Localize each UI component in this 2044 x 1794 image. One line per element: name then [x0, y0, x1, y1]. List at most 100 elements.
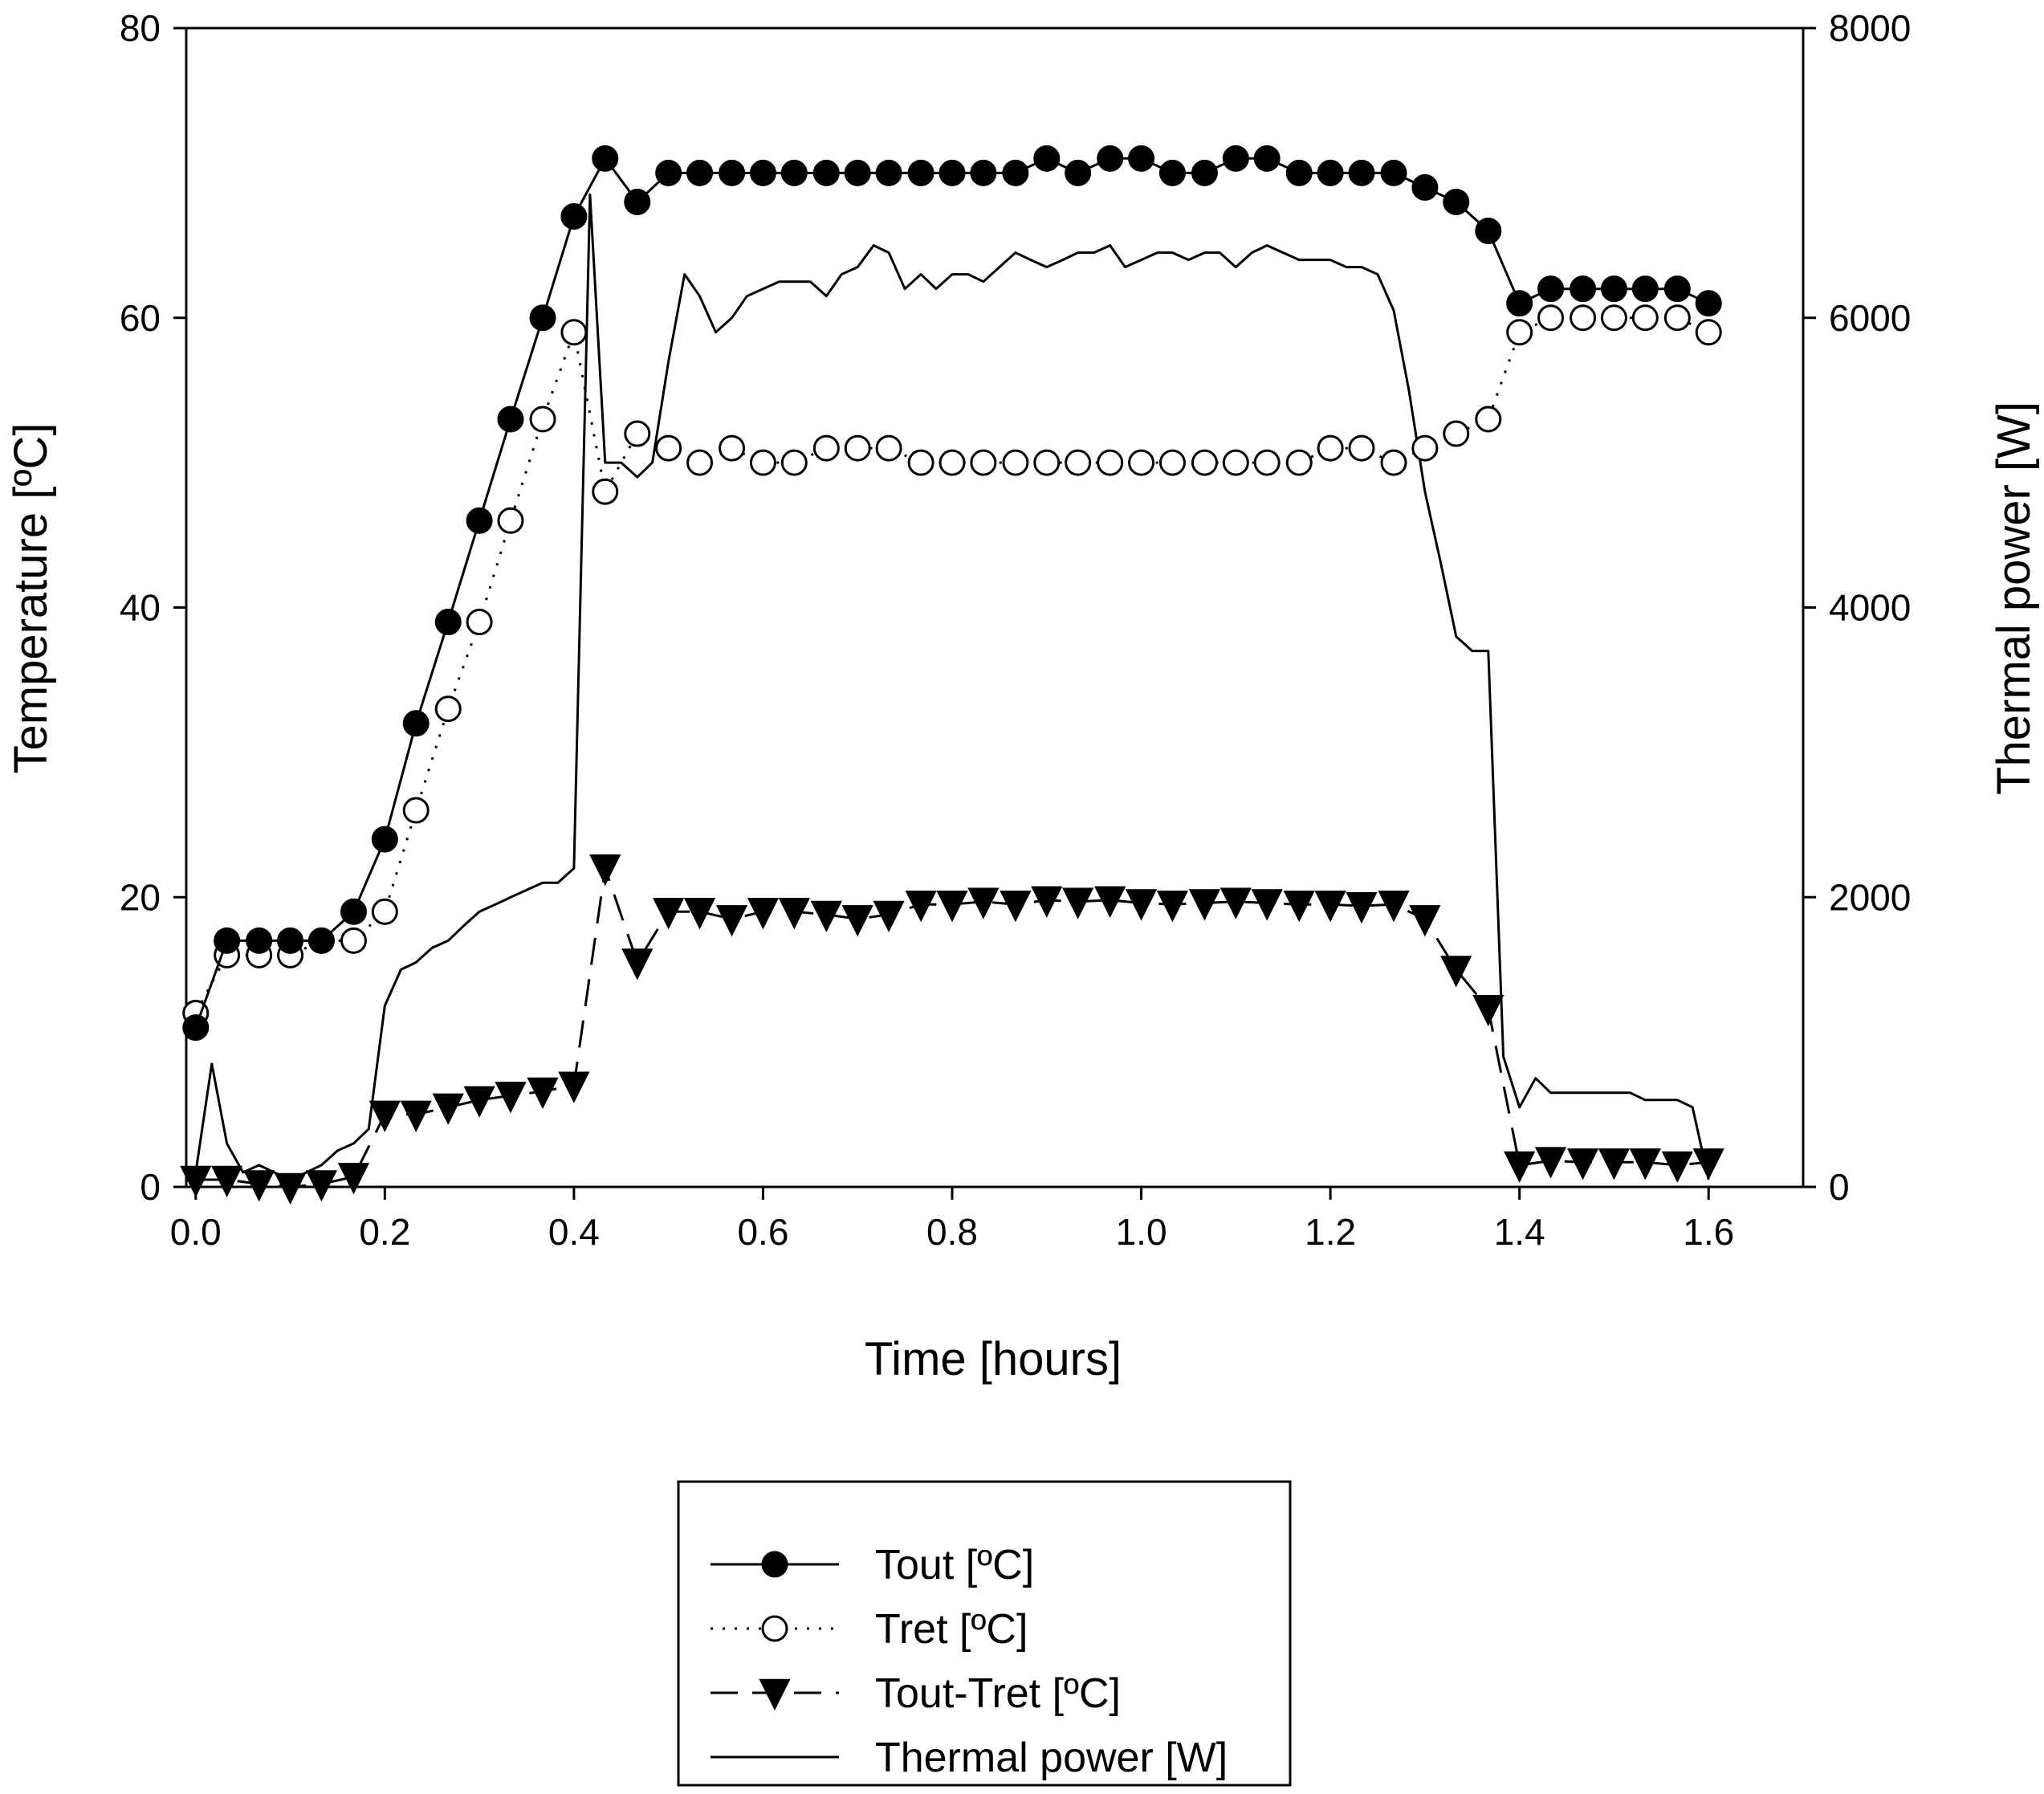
y-axis-thermal-power: 0 2000 4000 6000 8000: [1803, 7, 1911, 1208]
data-point: [1253, 145, 1281, 172]
data-point: [307, 927, 335, 954]
data-point: [1537, 304, 1565, 332]
series-tret-c: [182, 304, 1722, 1027]
data-point: [340, 898, 367, 925]
data-point: [1661, 1151, 1693, 1183]
data-point: [1600, 304, 1627, 332]
data-point: [1472, 994, 1504, 1027]
data-point: [719, 434, 746, 462]
data-point: [1191, 449, 1218, 476]
data-point: [1314, 891, 1346, 923]
data-point: [1065, 449, 1092, 476]
data-point: [1663, 275, 1691, 303]
data-point: [277, 927, 304, 954]
x-axis: 0.0 0.2 0.4 0.6 0.8 1.0 1.2 1.4 1.6: [170, 1187, 1734, 1253]
data-point: [1251, 889, 1283, 921]
series-line-thermal-power-w: [194, 193, 1710, 1181]
data-point: [243, 1170, 275, 1202]
y-tick-label: 80: [120, 7, 161, 49]
data-point: [371, 826, 398, 853]
data-point: [810, 900, 842, 932]
data-point: [1222, 145, 1249, 172]
data-point: [560, 202, 588, 230]
data-point: [495, 1082, 527, 1114]
y2-tick-label: 4000: [1829, 587, 1911, 629]
data-point: [1191, 159, 1218, 186]
data-point: [1033, 449, 1061, 476]
data-point: [875, 434, 902, 462]
data-point: [624, 420, 651, 447]
data-point: [621, 948, 654, 981]
series-tout-tret-c: [180, 854, 1724, 1205]
data-point: [967, 887, 1000, 919]
x-tick-label: 1.6: [1683, 1211, 1734, 1253]
legend-marker: [761, 1551, 788, 1578]
x-tick-label: 1.0: [1116, 1211, 1167, 1253]
data-point: [497, 406, 524, 433]
data-point: [686, 159, 714, 186]
data-point: [1380, 449, 1407, 476]
data-point: [246, 927, 273, 954]
data-point: [466, 507, 493, 534]
data-point: [1158, 159, 1186, 186]
data-point: [1380, 159, 1407, 186]
data-point: [463, 1086, 495, 1118]
data-point: [841, 905, 873, 937]
data-point: [1598, 1148, 1631, 1180]
data-point: [1631, 304, 1659, 332]
data-point: [1475, 406, 1502, 433]
y-tick-label: 0: [140, 1166, 161, 1208]
data-point: [1222, 449, 1249, 476]
data-point: [1317, 159, 1344, 186]
series-thermal-power-w: [194, 193, 1710, 1181]
series-layer: [180, 145, 1724, 1205]
data-point: [1065, 159, 1092, 186]
data-point: [180, 1165, 212, 1198]
data-point: [466, 609, 493, 636]
data-point: [1537, 275, 1565, 303]
data-point: [1062, 887, 1094, 919]
data-point: [305, 1170, 338, 1202]
data-point: [812, 434, 840, 462]
data-point: [497, 507, 524, 534]
data-point: [655, 434, 682, 462]
data-point: [1031, 886, 1063, 918]
data-point: [560, 319, 588, 346]
data-point: [1443, 188, 1470, 215]
data-point: [214, 927, 241, 954]
data-point: [1317, 434, 1344, 462]
data-point: [1411, 434, 1439, 462]
data-point: [1506, 290, 1533, 317]
data-point: [402, 797, 430, 824]
data-point: [592, 478, 619, 505]
x-tick-label: 0.6: [737, 1211, 788, 1253]
data-point: [844, 159, 871, 186]
y2-tick-label: 2000: [1829, 876, 1911, 918]
legend-label: Thermal power [W]: [875, 1735, 1228, 1781]
data-point: [1128, 145, 1155, 172]
data-point: [844, 434, 871, 462]
data-point: [747, 898, 780, 930]
legend-label: Tret [ºC]: [875, 1606, 1028, 1653]
data-point: [337, 1163, 370, 1195]
data-point: [274, 1172, 307, 1205]
data-point: [1534, 1147, 1567, 1179]
data-point: [1188, 889, 1221, 921]
data-point: [1631, 275, 1659, 303]
data-point: [182, 1014, 210, 1042]
x-tick-label: 1.2: [1305, 1211, 1356, 1253]
legend-marker: [761, 1615, 788, 1642]
x-tick-label: 0.2: [359, 1211, 410, 1253]
data-point: [1663, 304, 1691, 332]
data-point: [907, 449, 934, 476]
series-tout-c: [182, 145, 1722, 1042]
data-point: [558, 1071, 590, 1103]
data-point: [780, 449, 808, 476]
data-point: [529, 304, 556, 332]
data-point: [1128, 449, 1155, 476]
x-tick-label: 1.4: [1494, 1211, 1545, 1253]
y-tick-label: 60: [120, 297, 161, 339]
data-point: [1692, 1148, 1724, 1180]
legend-label: Tout-Tret [ºC]: [875, 1670, 1121, 1717]
data-point: [873, 900, 905, 932]
